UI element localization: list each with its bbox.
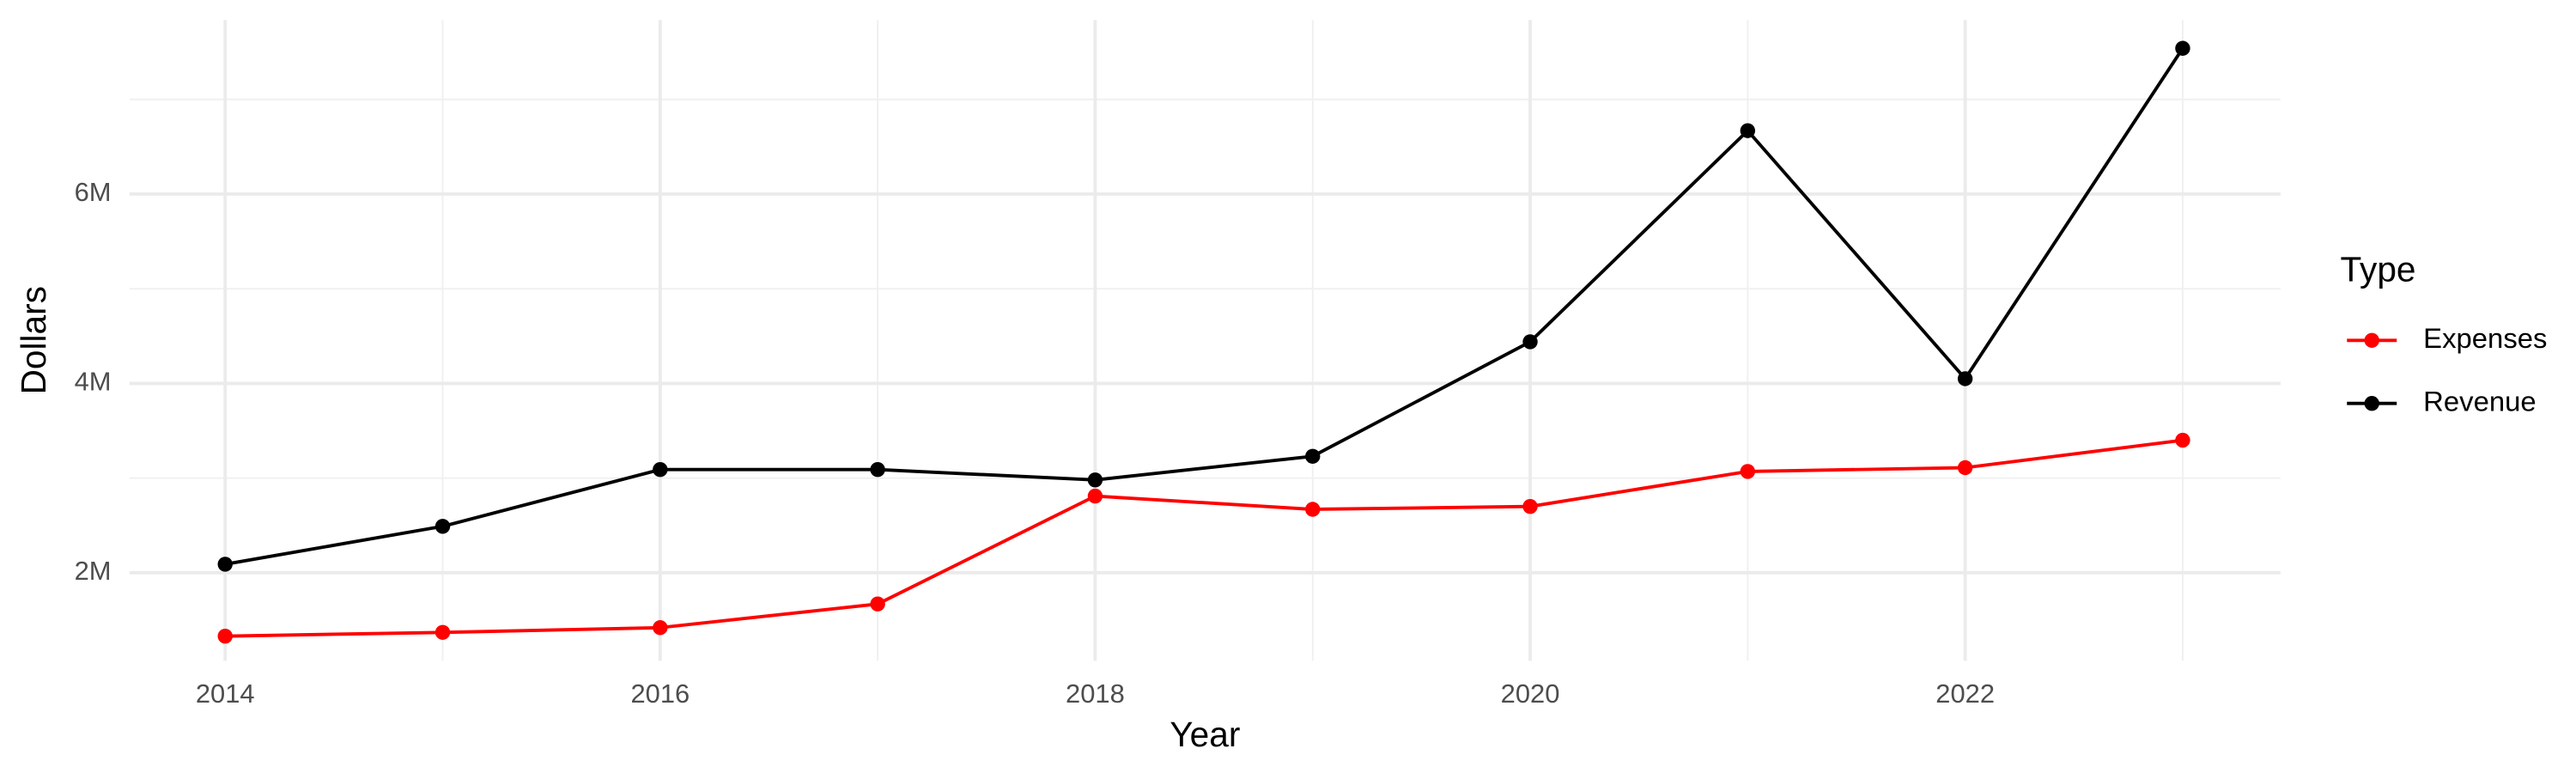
- data-point: [1305, 448, 1321, 464]
- legend-key-point: [2364, 332, 2379, 348]
- x-tick-label: 2022: [1935, 679, 1995, 709]
- data-point: [217, 557, 233, 572]
- x-tick-label: 2014: [196, 679, 255, 709]
- series-line: [225, 438, 2184, 638]
- data-point: [434, 519, 451, 534]
- data-point: [653, 620, 668, 636]
- data-point: [1522, 334, 1538, 350]
- data-point: [1087, 472, 1103, 488]
- data-point: [1957, 371, 1973, 386]
- data-point: [1522, 498, 1538, 514]
- data-point: [1957, 460, 1973, 476]
- y-axis-title: Dollars: [14, 286, 53, 394]
- data-point: [653, 462, 668, 478]
- legend-key-point: [2364, 396, 2379, 411]
- data-point: [2175, 432, 2190, 448]
- data-point: [2175, 40, 2190, 56]
- data-point: [1740, 123, 1756, 138]
- legend-label: Revenue: [2423, 385, 2537, 417]
- y-tick-label: 6M: [75, 177, 112, 207]
- y-tick-label: 4M: [75, 367, 112, 397]
- data-point: [1305, 502, 1321, 517]
- data-point: [870, 462, 885, 478]
- x-axis-title: Year: [1170, 715, 1240, 754]
- x-tick-label: 2020: [1501, 679, 1560, 709]
- data-point: [1087, 488, 1103, 504]
- legend-label: Expenses: [2423, 322, 2547, 354]
- data-point: [870, 596, 885, 612]
- data-point: [1740, 464, 1756, 479]
- x-tick-label: 2018: [1066, 679, 1125, 709]
- x-tick-label: 2016: [630, 679, 690, 709]
- data-point: [217, 628, 233, 644]
- y-tick-label: 2M: [75, 556, 112, 586]
- series-line: [224, 47, 2184, 566]
- data-point: [434, 624, 451, 640]
- legend-title: Type: [2341, 250, 2416, 289]
